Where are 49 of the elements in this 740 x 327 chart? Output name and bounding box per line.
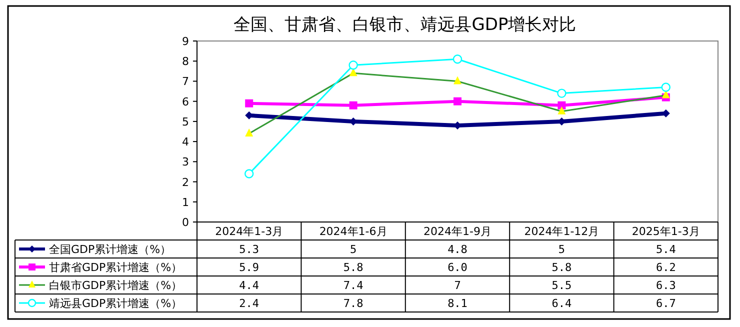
point [558,101,566,110]
point [452,54,462,64]
data-label: 4.8 [448,243,468,256]
y-tick-label: 3 [182,156,189,169]
point [661,82,670,92]
data-label: 5.4 [656,243,676,256]
y-tick-label: 1 [182,196,189,209]
point [349,101,358,110]
y-tick-label: 6 [182,95,189,108]
x-tick-label: 2025年1-3月 [632,225,700,238]
data-label: 5.3 [239,243,260,256]
legend-label: 白银市GDP累计增速（%） [49,279,182,292]
x-tick-label: 2024年1-12月 [524,225,600,238]
point [245,99,254,108]
data-label: 7.8 [343,297,364,310]
y-tick-label: 9 [182,35,189,48]
data-label: 5 [558,243,566,256]
data-label: 5.8 [343,261,364,274]
data-label: 6.4 [552,297,572,310]
data-label: 5.8 [552,261,572,274]
y-tick-label: 4 [182,136,189,149]
legend-label: 全国GDP累计增速（%） [49,243,172,256]
x-tick-label: 2024年1-9月 [424,225,492,238]
data-label: 7.4 [343,279,364,292]
point [348,60,358,70]
data-label: 5.5 [552,279,572,292]
y-tick-label: 5 [182,115,189,128]
y-tick-label: 7 [182,75,189,88]
point [454,97,462,106]
data-label: 6.7 [656,297,676,310]
data-label: 4.4 [239,279,260,292]
y-tick-label: 2 [182,176,189,189]
title: 全国、甘肃省、白银市、靖远县GDP增长对比 [234,15,576,35]
data-label: 5 [350,243,357,256]
legend-label: 甘肃省GDP累计增速（%） [49,261,182,274]
point [244,169,254,178]
data-label: 8.1 [448,297,468,310]
data-label: 6.0 [448,261,468,274]
data-label: 2.4 [239,297,260,310]
point [557,88,566,98]
data-label: 7 [454,279,461,292]
data-label: 6.3 [656,279,676,292]
legend-label: 靖远县GDP累计增速（%） [49,297,182,310]
x-tick-label: 2024年1-6月 [319,225,388,238]
y-tick-label: 0 [182,216,189,229]
data-label: 5.9 [239,261,260,274]
data-label: 6.2 [656,261,676,274]
x-tick-label: 2024年1-3月 [215,225,284,238]
y-tick-label: 8 [182,55,189,68]
